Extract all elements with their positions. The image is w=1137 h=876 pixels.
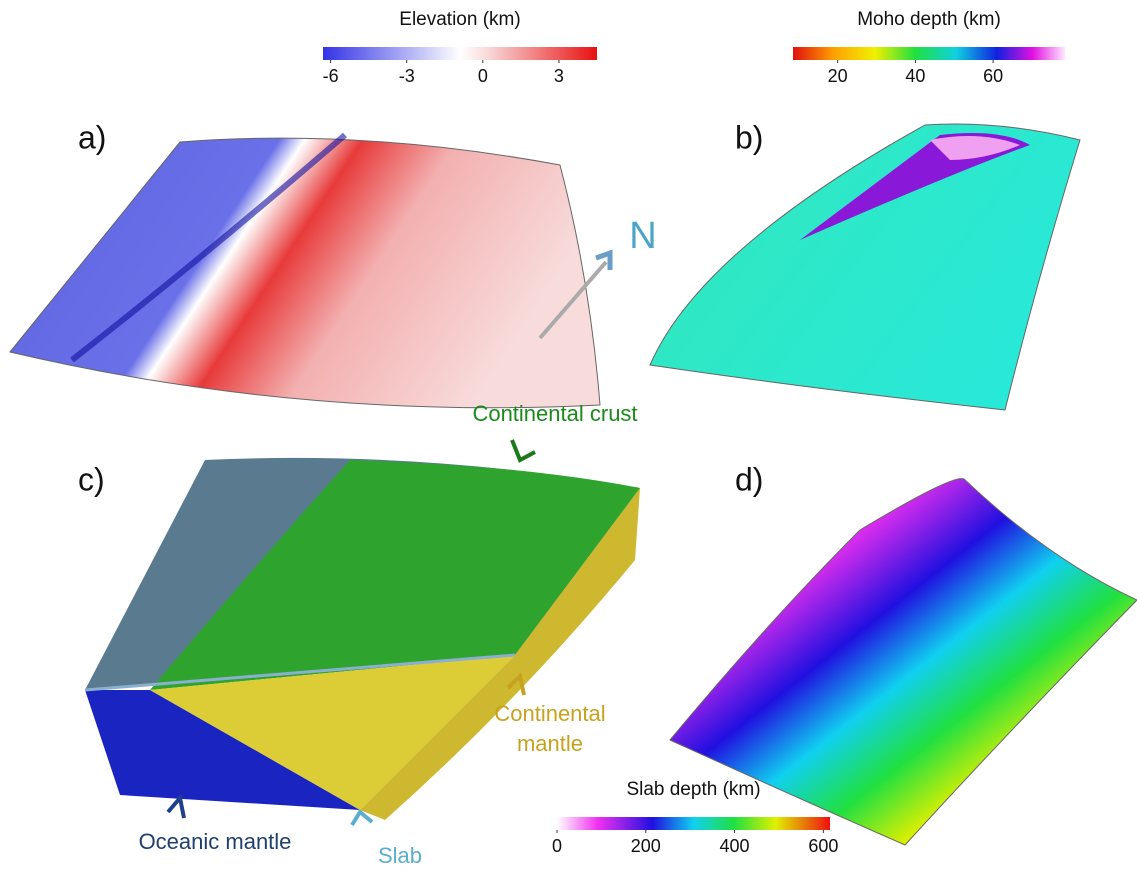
annotation: mantle [517,731,583,756]
slab-arrow [352,812,372,825]
figure: a) b) c) d) N Continental crust Continen… [0,0,1137,871]
colorbar-tick-label: 60 [983,66,1003,86]
colorbar-tick-label: 3 [554,66,564,86]
panel-b [650,124,1080,410]
colorbar-tick-label: 600 [808,836,838,856]
colorbar-tick-label: 400 [720,836,750,856]
colorbar-title: Slab depth (km) [626,779,760,800]
colorbar [557,817,830,830]
annotation: Continental [494,701,605,726]
annotation: Continental crust [472,401,637,426]
colorbar-tick-label: -3 [399,66,415,86]
colorbar-tick-label: 0 [478,66,488,86]
colorbar-tick-label: 20 [828,66,848,86]
annotation: Oceanic mantle [139,829,292,854]
colorbar [793,47,1065,60]
oceanic-arrow [168,798,184,818]
panel-c [85,458,640,820]
panel-label: d) [735,461,763,497]
panel-label: a) [78,119,106,155]
colorbar [323,47,597,60]
annotation: Slab [378,843,422,868]
colorbar-title: Elevation (km) [399,9,520,30]
colorbar-title: Moho depth (km) [857,9,1001,30]
panel-a [10,135,600,408]
colorbar-tick-label: 0 [552,836,562,856]
colorbar-tick-label: 200 [631,836,661,856]
crust-arrow [512,440,535,460]
panel-label: c) [78,461,105,497]
north-label: N [629,215,656,257]
colorbar-tick-label: -6 [323,66,339,86]
colorbar-tick-label: 40 [905,66,925,86]
panel-label: b) [735,119,763,155]
